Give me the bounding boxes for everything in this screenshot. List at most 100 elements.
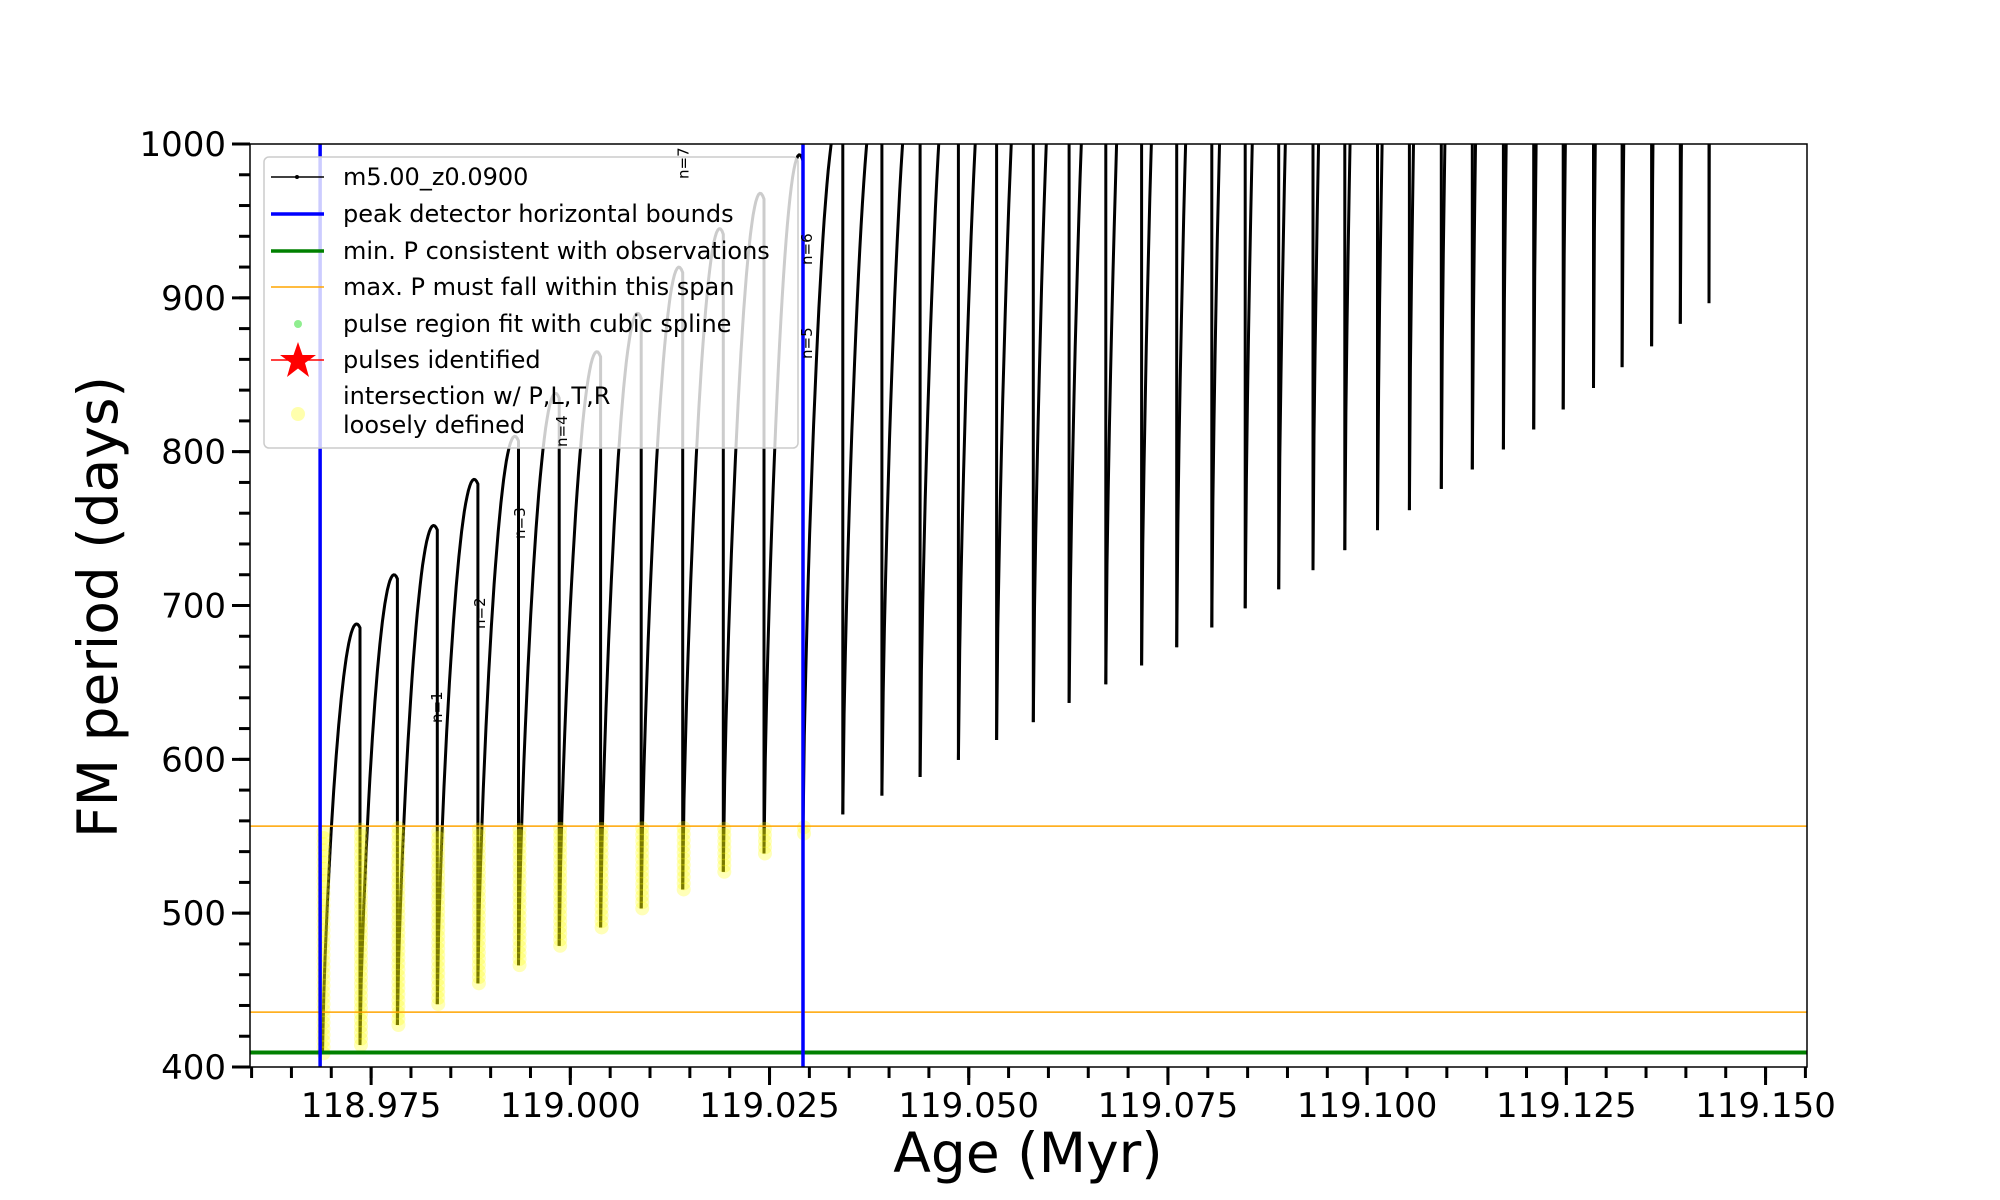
red-star-icon	[280, 342, 316, 377]
pulse-curve	[1277, 144, 1315, 590]
intersection-marker	[431, 910, 446, 925]
intersection-marker	[717, 821, 732, 836]
intersection-marker	[512, 847, 527, 862]
intersection-marker	[635, 858, 650, 873]
pulse-number-label: n=4	[553, 415, 571, 447]
intersection-marker	[512, 841, 527, 856]
x-axis-label: Age (Myr)	[893, 1121, 1162, 1185]
x-tick-label: 119.050	[898, 1086, 1039, 1126]
intersection-marker	[717, 840, 732, 855]
intersection-marker	[594, 846, 609, 861]
intersection-marker	[353, 921, 368, 936]
legend-item-peak-bounds: peak detector horizontal bounds	[271, 200, 734, 228]
intersection-marker	[471, 945, 486, 960]
intersection-marker	[353, 847, 368, 862]
intersection-marker	[594, 889, 609, 904]
intersection-marker	[471, 884, 486, 899]
intersection-marker	[635, 839, 650, 854]
intersection-marker	[471, 871, 486, 886]
intersection-marker	[512, 952, 527, 967]
intersection-marker	[553, 834, 568, 849]
intersection-marker	[512, 890, 527, 905]
pulse-curve	[1175, 144, 1214, 648]
intersection-marker	[391, 858, 406, 873]
pulse-curve	[1311, 144, 1347, 571]
intersection-marker	[512, 853, 527, 868]
pulse-curve	[1210, 144, 1247, 628]
intersection-marker	[676, 857, 691, 872]
y-tick-label: 400	[161, 1048, 226, 1088]
intersection-marker	[471, 933, 486, 948]
intersection-marker	[553, 877, 568, 892]
intersection-marker	[512, 828, 527, 843]
intersection-marker	[676, 864, 691, 879]
intersection-marker	[353, 890, 368, 905]
intersection-marker	[676, 870, 691, 885]
intersection-marker	[717, 846, 732, 861]
intersection-marker	[471, 865, 486, 880]
intersection-marker	[594, 902, 609, 917]
intersection-marker	[553, 871, 568, 886]
intersection-marker	[594, 822, 609, 837]
intersection-marker	[594, 877, 609, 892]
intersection-marker	[471, 853, 486, 868]
pulse-number-label: n=5	[798, 327, 816, 359]
intersection-marker	[594, 914, 609, 929]
intersection-marker	[431, 966, 446, 981]
intersection-marker	[431, 830, 446, 845]
legend-label: min. P consistent with observations	[343, 237, 770, 265]
intersection-marker	[353, 945, 368, 960]
intersection-marker	[353, 1038, 368, 1053]
intersection-marker	[512, 872, 527, 887]
intersection-marker	[353, 976, 368, 991]
pulse-number-label: n=2	[471, 597, 489, 629]
intersection-marker	[553, 828, 568, 843]
intersection-marker	[471, 939, 486, 954]
intersection-marker	[471, 908, 486, 923]
intersection-marker	[391, 839, 406, 854]
intersection-marker	[512, 884, 527, 899]
intersection-marker	[431, 855, 446, 870]
y-tick-label: 800	[161, 433, 226, 473]
x-tick-label: 119.125	[1496, 1086, 1637, 1126]
intersection-marker	[553, 858, 568, 873]
intersection-marker	[512, 835, 527, 850]
legend-label-line2: loosely defined	[343, 411, 525, 439]
intersection-marker	[635, 821, 650, 836]
intersection-marker	[471, 957, 486, 972]
intersection-marker	[431, 935, 446, 950]
intersection-marker	[353, 822, 368, 837]
intersection-marker	[635, 846, 650, 861]
intersection-marker	[353, 958, 368, 973]
intersection-marker	[431, 954, 446, 969]
intersection-marker	[353, 927, 368, 942]
intersection-marker	[512, 939, 527, 954]
intersection-marker	[431, 843, 446, 858]
intersection-marker	[391, 1018, 406, 1033]
intersection-marker	[353, 1031, 368, 1046]
intersection-marker	[353, 828, 368, 843]
intersection-marker	[635, 870, 650, 885]
intersection-marker	[391, 987, 406, 1002]
intersection-marker	[594, 828, 609, 843]
x-tick-label: 118.975	[301, 1086, 442, 1126]
legend-label: max. P must fall within this span	[343, 273, 734, 301]
intersection-marker	[635, 889, 650, 904]
legend-label: intersection w/ P,L,T,R	[343, 382, 610, 410]
intersection-marker	[353, 859, 368, 874]
legend-item-pulses: pulses identified	[271, 342, 541, 377]
intersection-marker	[353, 884, 368, 899]
intersection-marker	[512, 958, 527, 973]
intersection-marker	[391, 968, 406, 983]
intersection-marker	[431, 941, 446, 956]
intersection-marker	[553, 852, 568, 867]
intersection-marker	[553, 883, 568, 898]
intersection-marker	[353, 908, 368, 923]
intersection-marker	[553, 908, 568, 923]
intersection-marker	[676, 839, 691, 854]
intersection-marker	[353, 834, 368, 849]
x-tick-label: 119.150	[1695, 1086, 1836, 1126]
intersection-marker	[391, 882, 406, 897]
intersection-marker	[391, 950, 406, 965]
intersection-marker	[431, 880, 446, 895]
